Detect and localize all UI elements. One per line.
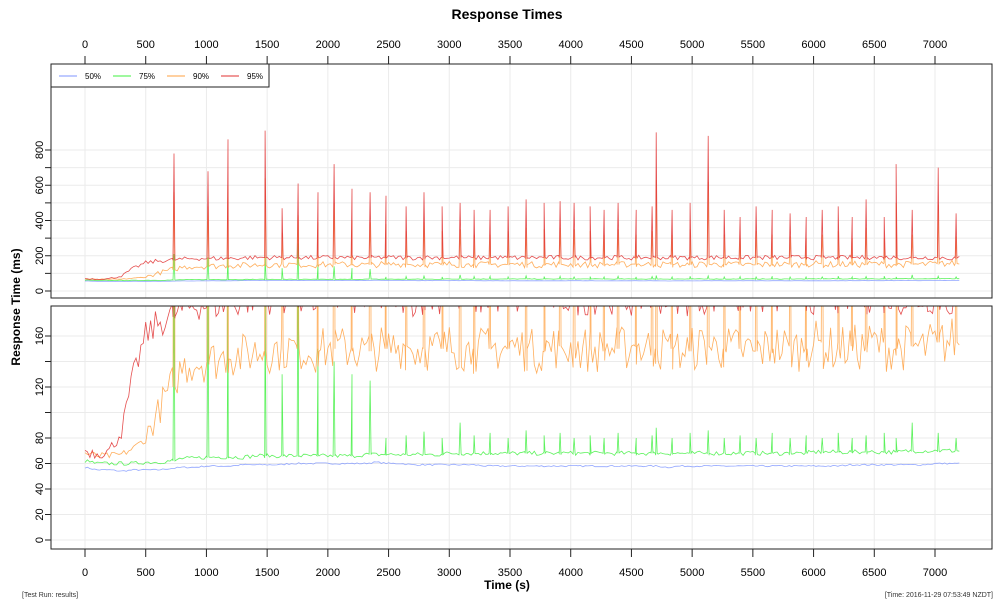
series-line-90pct-bottom [84, 306, 960, 459]
series-line-90pct-top [84, 178, 960, 281]
x-tick-label-bottom: 4000 [558, 567, 582, 579]
x-tick-label-bottom: 2500 [376, 567, 400, 579]
footer-timestamp: [Time: 2016-11-29 07:53:49 NZDT] [885, 592, 993, 599]
x-tick-label-bottom: 7000 [923, 567, 947, 579]
legend-label-75pct: 75% [139, 72, 155, 81]
x-tick-label-bottom: 3500 [498, 567, 522, 579]
x-tick-label-top: 3500 [498, 39, 522, 51]
series-line-95pct-top [84, 130, 960, 281]
bottom-panel-frame [50, 305, 993, 550]
legend-label-50pct: 50% [85, 72, 101, 81]
legend: 50% 75% 90% 95% [50, 63, 270, 88]
legend-label-90pct: 90% [193, 72, 209, 81]
y-tick-label: 20 [34, 508, 46, 520]
x-tick-label-top: 500 [137, 39, 155, 51]
y-tick-label: 60 [34, 457, 46, 469]
x-tick-label-bottom: 6500 [862, 567, 886, 579]
x-tick-label-bottom: 5500 [741, 567, 765, 579]
y-tick-label: 800 [34, 141, 46, 159]
footer-test-run: [Test Run: results] [22, 592, 78, 599]
x-tick-label-top: 4000 [558, 39, 582, 51]
x-tick-label-bottom: 3000 [437, 567, 461, 579]
x-tick-label-top: 0 [82, 39, 88, 51]
series-line-50pct-top [84, 279, 960, 282]
y-tick-label: 40 [34, 483, 46, 495]
x-tick-label-top: 5000 [680, 39, 704, 51]
x-tick-label-bottom: 6000 [801, 567, 825, 579]
x-tick-label-bottom: 1500 [255, 567, 279, 579]
series-line-75pct-top [84, 243, 960, 282]
x-tick-label-top: 3000 [437, 39, 461, 51]
chart-title: Response Times [451, 6, 562, 22]
y-tick-label: 0 [34, 288, 46, 294]
top-panel-frame [50, 63, 993, 299]
x-tick-label-bottom: 5000 [680, 567, 704, 579]
legend-label-95pct: 95% [247, 72, 263, 81]
y-tick-label: 80 [34, 432, 46, 444]
x-tick-label-bottom: 1000 [194, 567, 218, 579]
x-axis-label: Time (s) [484, 578, 530, 592]
x-tick-label-bottom: 500 [137, 567, 155, 579]
x-tick-label-top: 4500 [619, 39, 643, 51]
x-tick-label-bottom: 0 [82, 567, 88, 579]
y-axis-label: Response Time (ms) [9, 248, 23, 365]
y-tick-label: 0 [34, 537, 46, 543]
x-tick-label-top: 6500 [862, 39, 886, 51]
x-tick-label-top: 1000 [194, 39, 218, 51]
x-tick-label-bottom: 2000 [316, 567, 340, 579]
x-tick-label-top: 2500 [376, 39, 400, 51]
series-line-50pct-bottom [84, 461, 960, 472]
y-tick-label: 120 [34, 378, 46, 396]
legend-box [50, 63, 270, 88]
y-tick-label: 600 [34, 176, 46, 194]
y-tick-label: 400 [34, 211, 46, 229]
x-tick-label-top: 2000 [316, 39, 340, 51]
x-tick-label-top: 1500 [255, 39, 279, 51]
series-line-75pct-bottom [84, 306, 960, 466]
x-tick-label-top: 7000 [923, 39, 947, 51]
y-tick-label: 200 [34, 247, 46, 265]
y-tick-label: 160 [34, 327, 46, 345]
x-tick-label-top: 6000 [801, 39, 825, 51]
x-tick-label-top: 5500 [741, 39, 765, 51]
x-tick-label-bottom: 4500 [619, 567, 643, 579]
